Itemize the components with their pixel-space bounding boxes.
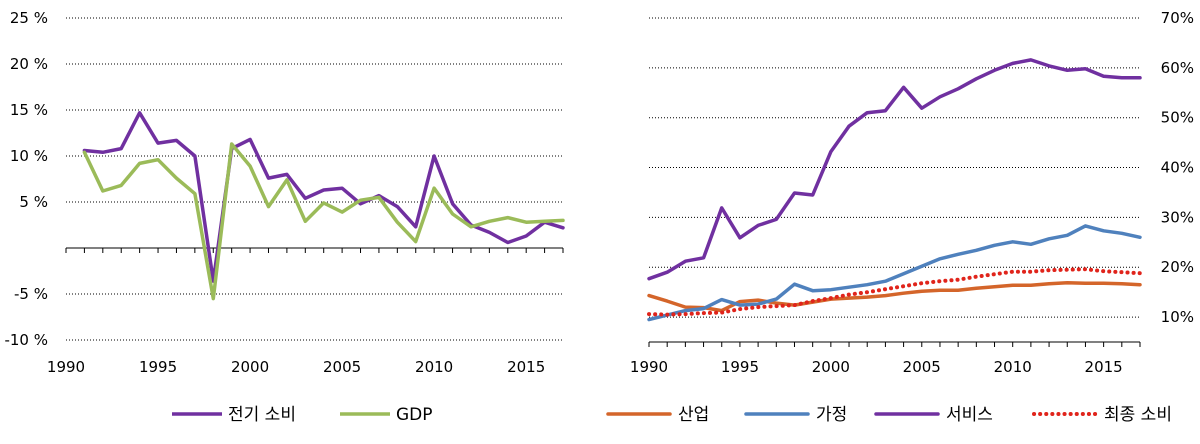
y-tick-label: 15 % xyxy=(10,101,48,119)
legend-label: 최종 소비 xyxy=(1104,405,1172,425)
y-tick-label: 60% xyxy=(1161,59,1194,77)
series-line xyxy=(82,111,565,283)
legend-label: 산업 xyxy=(678,405,709,425)
legend-label: GDP xyxy=(396,405,433,425)
y-tick-label: -10 % xyxy=(4,331,48,349)
x-tick-label: 1990 xyxy=(47,358,85,376)
left-axes: 25 % 20 % 15 % 10 % 5 % -5 % -10 % 1990 1995 2000… xyxy=(4,9,564,376)
series-line xyxy=(647,280,1142,313)
left-chart: 25 % 20 % 15 % 10 % 5 % -5 % -10 % 1990 1995 2000… xyxy=(4,9,565,376)
x-tick-label: 2015 xyxy=(507,358,545,376)
y-tick-label: 25 % xyxy=(10,9,48,27)
series-line xyxy=(647,224,1142,322)
x-tick-label: 2005 xyxy=(323,358,361,376)
legend-label: 전기 소비 xyxy=(228,405,296,425)
x-tick-label: 2010 xyxy=(994,358,1032,376)
left-series-lines xyxy=(82,111,565,301)
legend-label: 서비스 xyxy=(946,405,993,425)
y-tick-label: 50% xyxy=(1161,109,1194,127)
y-tick-label: 30% xyxy=(1161,208,1194,226)
y-tick-label: 40% xyxy=(1161,159,1194,177)
x-tick-label: 1995 xyxy=(139,358,177,376)
x-tick-label: 2000 xyxy=(231,358,269,376)
y-tick-label: 20 % xyxy=(10,55,48,73)
y-tick-label: 10 % xyxy=(10,147,48,165)
right-chart: 70% 60% 50% 40% 30% 20% 10% 1990 1995 2000 2005 201… xyxy=(630,9,1194,376)
right-series-lines xyxy=(647,58,1142,322)
right-axes: 70% 60% 50% 40% 30% 20% 10% 1990 1995 2000 2005 201… xyxy=(630,9,1194,376)
y-tick-label: 70% xyxy=(1161,9,1194,27)
series-line xyxy=(647,58,1142,281)
x-tick-label: 2000 xyxy=(812,358,850,376)
y-tick-label: -5 % xyxy=(14,285,48,303)
y-tick-label: 10% xyxy=(1161,308,1194,326)
y-tick-label: 5 % xyxy=(19,193,48,211)
x-tick-label: 1995 xyxy=(721,358,759,376)
right-gridlines xyxy=(649,17,1140,318)
x-tick-label: 2010 xyxy=(415,358,453,376)
legend-label: 가정 xyxy=(816,405,847,425)
x-tick-label: 2015 xyxy=(1085,358,1123,376)
y-tick-label: 20% xyxy=(1161,258,1194,276)
x-tick-label: 1990 xyxy=(630,358,668,376)
x-tick-label: 2005 xyxy=(903,358,941,376)
legends: 전기 소비 GDP 산업 가정 서비스 최종 소비 xyxy=(172,405,1172,425)
left-gridlines xyxy=(66,17,563,341)
series-line xyxy=(82,142,565,301)
